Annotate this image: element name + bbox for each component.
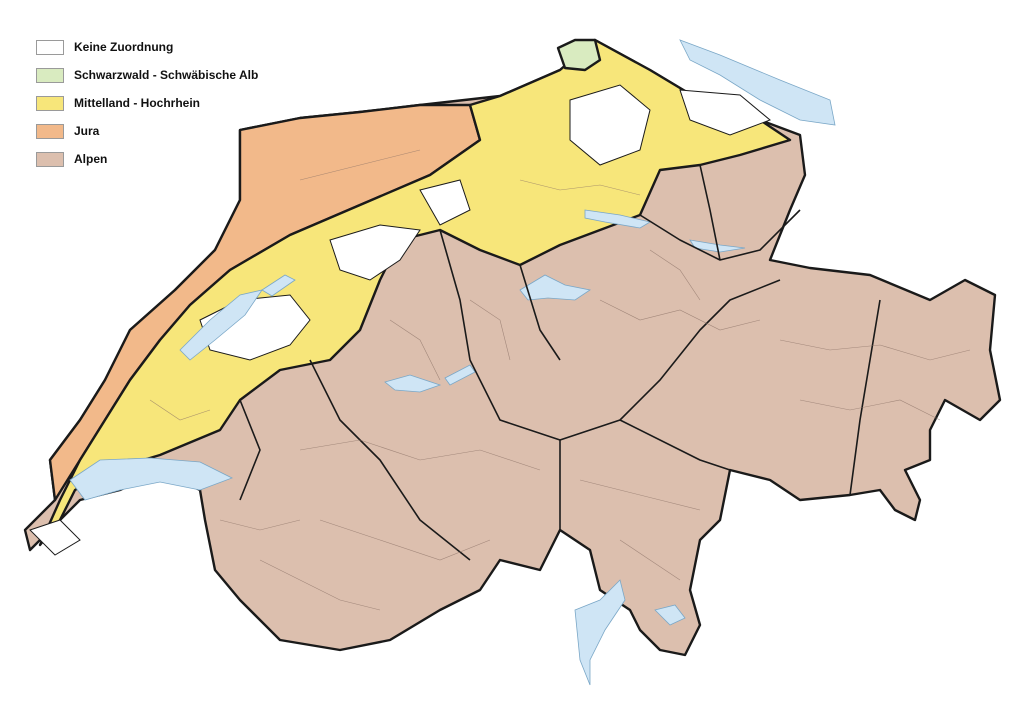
legend-item: Jura [36, 117, 258, 145]
lake-thun [384, 374, 442, 393]
lake-maggiore [574, 579, 626, 686]
lake-lugano [654, 604, 686, 626]
municipal-borders [149, 149, 971, 611]
legend-label: Keine Zuordnung [74, 40, 174, 54]
legend-item: Schwarzwald - Schwäbische Alb [36, 61, 258, 89]
legend-swatch [36, 39, 64, 55]
legend-label: Jura [74, 124, 100, 138]
lake-neuchatel [179, 289, 263, 361]
legend-label: Schwarzwald - Schwäbische Alb [74, 68, 259, 82]
legend-item: Keine Zuordnung [36, 33, 258, 61]
legend-item: Mittelland - Hochrhein [36, 89, 258, 117]
legend-swatch [36, 67, 64, 83]
legend-swatch [36, 151, 64, 167]
district-borders [239, 164, 881, 561]
lake-biel [261, 274, 296, 297]
lake-brienz [444, 364, 476, 386]
region-schwarzwald[interactable] [556, 38, 602, 72]
lake-geneva [69, 457, 233, 501]
legend-item: Alpen [36, 145, 258, 173]
legend-label: Mittelland - Hochrhein [74, 96, 200, 110]
lake-constance [679, 39, 836, 126]
lake-zurich [584, 209, 652, 229]
region-mittelland[interactable] [38, 38, 792, 547]
lakes [69, 39, 836, 686]
region-keine-zuordnung [29, 84, 771, 556]
legend-swatch [36, 123, 64, 139]
map-legend: Keine Zuordnung Schwarzwald - Schwäbische… [36, 33, 258, 173]
legend-swatch [36, 95, 64, 111]
legend-label: Alpen [74, 152, 108, 166]
